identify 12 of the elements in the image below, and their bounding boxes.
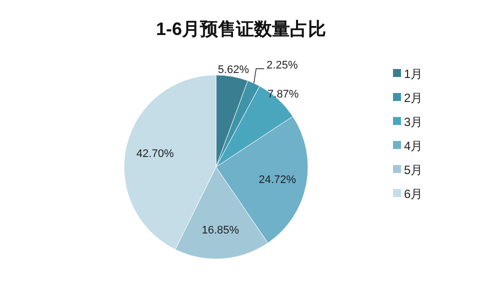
data-label: 42.70%	[136, 148, 174, 160]
data-label: 16.85%	[202, 224, 240, 236]
legend-label: 3月	[404, 115, 423, 129]
legend-label: 4月	[404, 139, 423, 153]
data-label: 24.72%	[258, 174, 296, 186]
data-label: 5.62%	[218, 64, 250, 76]
legend-label: 2月	[404, 91, 423, 105]
legend-label: 5月	[404, 163, 423, 177]
legend-label: 6月	[404, 187, 423, 201]
chart-title: 1-6月预售证数量占比	[156, 19, 326, 39]
data-label: 2.25%	[266, 60, 298, 72]
legend-label: 1月	[404, 67, 423, 81]
